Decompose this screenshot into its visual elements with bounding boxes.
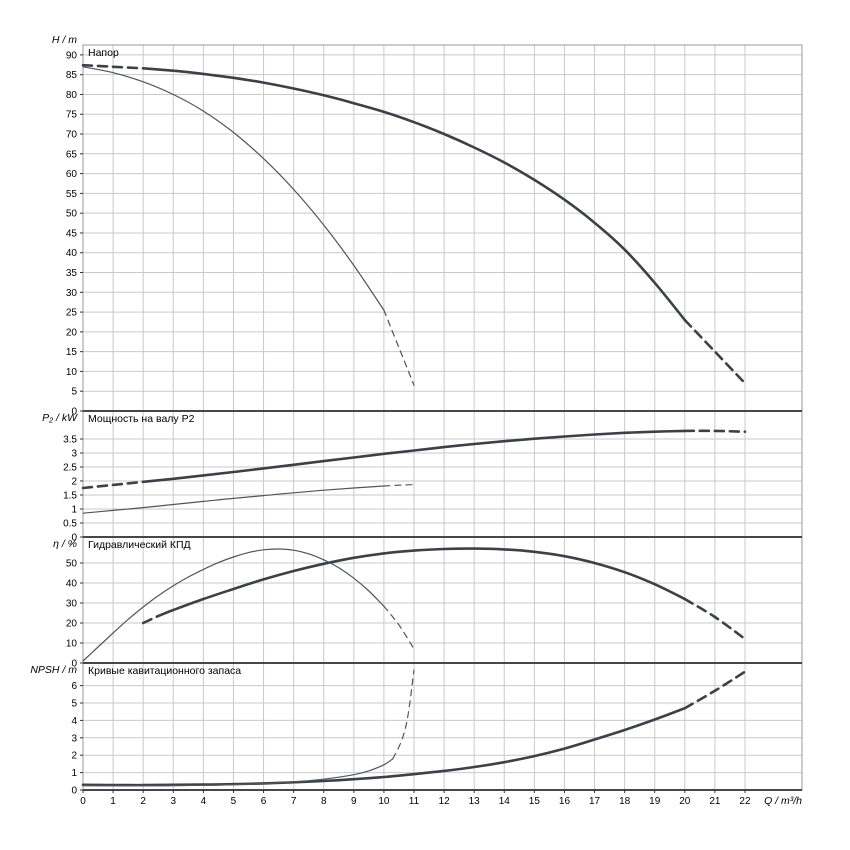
y-tick-label: 0 xyxy=(71,786,77,797)
x-tick-label: 10 xyxy=(378,796,390,807)
npsh-curve-main xyxy=(81,706,687,787)
x-tick-label: 5 xyxy=(231,796,237,807)
y-tick-label: 4 xyxy=(71,716,77,727)
efficiency-curve-main-dashed xyxy=(683,597,747,641)
x-tick-label: 21 xyxy=(709,796,721,807)
x-tick-label: 14 xyxy=(499,796,511,807)
y-tick-label: 30 xyxy=(66,288,78,299)
y-tick-label: 85 xyxy=(66,70,78,81)
y-tick-label: 30 xyxy=(66,599,78,610)
x-tick-label: 2 xyxy=(140,796,146,807)
npsh-curve-reduced xyxy=(82,758,394,787)
y-tick-label: 50 xyxy=(66,559,78,570)
y-tick-label: 45 xyxy=(66,228,78,239)
y-tick-label: 75 xyxy=(66,110,78,121)
head-curve-main-dashed xyxy=(683,318,747,385)
x-tick-label: 13 xyxy=(469,796,481,807)
y-tick-label: 5 xyxy=(71,387,77,398)
y-tick-label: 0 xyxy=(71,407,77,418)
y-axis-label: NPSH / m xyxy=(30,664,77,676)
y-tick-label: 5 xyxy=(71,699,77,710)
head-curve-reduced-dashed xyxy=(383,309,415,386)
y-tick-label: 10 xyxy=(66,367,78,378)
head-curve-main xyxy=(141,67,687,322)
x-tick-label: 4 xyxy=(201,796,207,807)
y-tick-label: 20 xyxy=(66,619,78,630)
power-curve-main-dashed xyxy=(683,429,747,433)
x-tick-label: 9 xyxy=(351,796,357,807)
y-axis-label: P₂ / kW xyxy=(42,412,78,424)
y-tick-label: 2.5 xyxy=(63,463,77,474)
panel-title: Напор xyxy=(88,47,119,59)
power-curve-reduced-dashed xyxy=(383,484,415,487)
y-tick-label: 40 xyxy=(66,248,78,259)
y-tick-label: 0 xyxy=(71,533,77,544)
y-tick-label: 10 xyxy=(66,639,78,650)
y-tick-label: 70 xyxy=(66,130,78,141)
efficiency-curve-main-dashed xyxy=(141,614,160,625)
panel-title: Мощность на валу P2 xyxy=(88,413,195,425)
head-curve-main-dashed xyxy=(81,63,145,70)
y-tick-label: 55 xyxy=(66,189,78,200)
y-tick-label: 40 xyxy=(66,579,78,590)
efficiency-curve-main xyxy=(156,547,687,618)
y-tick-label: 3 xyxy=(71,449,77,460)
y-tick-label: 50 xyxy=(66,209,78,220)
x-tick-label: 22 xyxy=(739,796,751,807)
x-axis-label: Q / m³/h xyxy=(764,795,802,807)
y-tick-label: 0.5 xyxy=(63,519,77,530)
y-tick-label: 3.5 xyxy=(63,435,77,446)
x-tick-label: 15 xyxy=(529,796,541,807)
y-tick-label: 0 xyxy=(71,659,77,670)
y-tick-label: 6 xyxy=(71,681,77,692)
y-tick-label: 15 xyxy=(66,347,78,358)
npsh-curve-main-dashed xyxy=(683,670,747,710)
y-tick-label: 3 xyxy=(71,733,77,744)
panel-title: Кривые кавитационного запаса xyxy=(88,665,241,677)
panel-title: Гидравлический КПД xyxy=(88,539,191,551)
y-tick-label: 35 xyxy=(66,268,78,279)
y-tick-label: 25 xyxy=(66,308,78,319)
x-tick-label: 19 xyxy=(649,796,661,807)
x-tick-label: 17 xyxy=(589,796,601,807)
x-tick-label: 8 xyxy=(321,796,327,807)
y-tick-label: 20 xyxy=(66,327,78,338)
y-tick-label: 60 xyxy=(66,169,78,180)
efficiency-curve-reduced xyxy=(82,548,385,662)
y-axis-label: H / m xyxy=(52,34,77,46)
y-tick-label: 2 xyxy=(71,477,77,488)
y-tick-label: 1 xyxy=(71,768,77,779)
x-tick-label: 16 xyxy=(559,796,571,807)
x-tick-label: 11 xyxy=(409,796,420,807)
y-tick-label: 80 xyxy=(66,90,78,101)
y-tick-label: 1.5 xyxy=(63,491,77,502)
y-tick-label: 90 xyxy=(66,50,78,61)
npsh-curve-reduced-dashed xyxy=(392,669,415,760)
x-tick-label: 6 xyxy=(261,796,267,807)
power-curve-main xyxy=(141,429,687,484)
x-tick-label: 20 xyxy=(679,796,691,807)
efficiency-curve-reduced-dashed xyxy=(383,605,415,650)
y-tick-label: 65 xyxy=(66,149,78,160)
power-curve-main-dashed xyxy=(81,480,145,490)
x-tick-label: 3 xyxy=(170,796,176,807)
y-tick-label: 2 xyxy=(71,751,77,762)
x-tick-label: 1 xyxy=(110,796,116,807)
x-tick-label: 0 xyxy=(80,796,86,807)
x-tick-label: 18 xyxy=(619,796,631,807)
y-tick-label: 1 xyxy=(71,505,77,516)
y-axis-label: η / % xyxy=(53,538,77,550)
power-curve-reduced xyxy=(82,485,385,514)
x-tick-label: 12 xyxy=(439,796,451,807)
head-curve-reduced xyxy=(82,66,385,311)
x-tick-label: 7 xyxy=(291,796,297,807)
